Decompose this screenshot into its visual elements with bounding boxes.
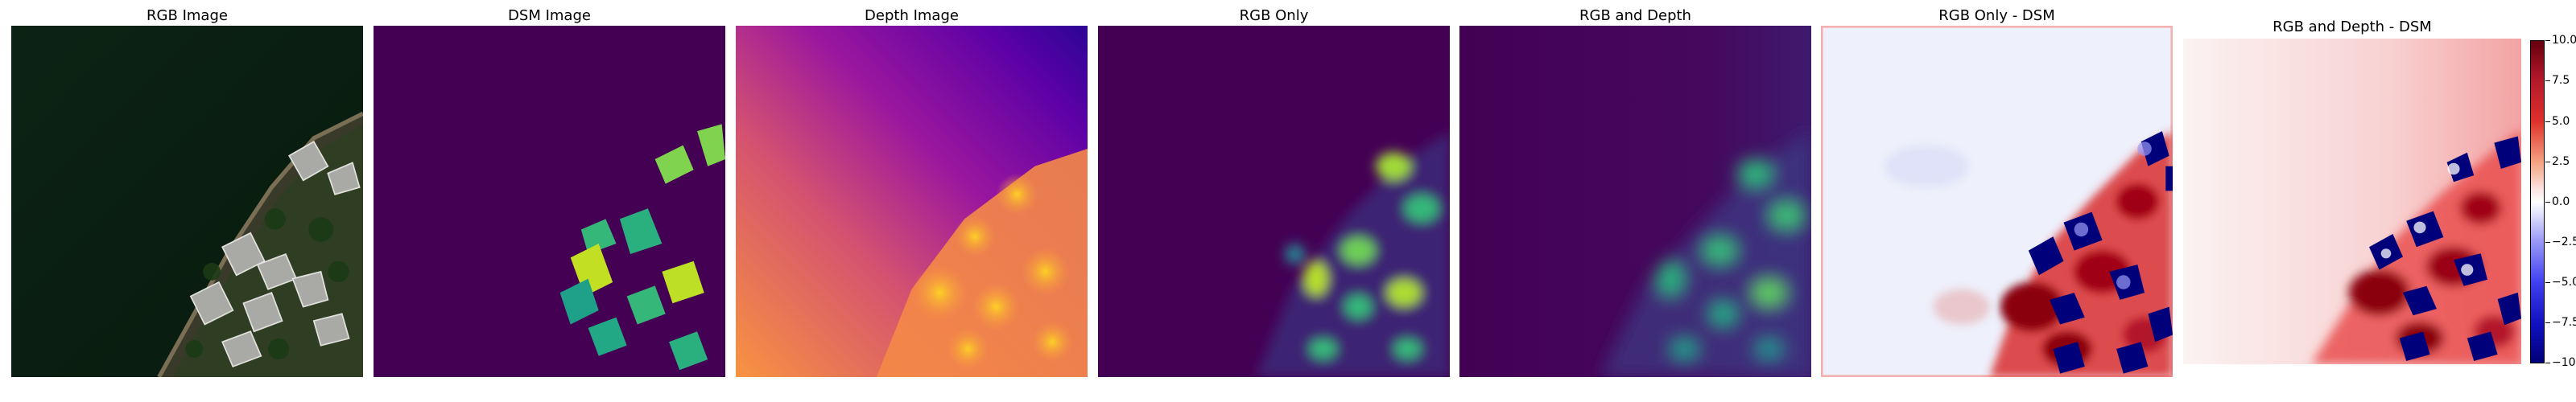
colorbar-tick bbox=[2545, 40, 2550, 41]
depth-image-panel bbox=[736, 26, 1088, 377]
rgb-and-depth-diff-panel bbox=[2183, 39, 2521, 364]
dsm-image-panel bbox=[374, 26, 725, 377]
colorbar-tick-label: 2.5 bbox=[2552, 155, 2570, 168]
colorbar-tick-label: −10.0 bbox=[2552, 356, 2576, 369]
rgb-only-diff-map bbox=[1821, 26, 2173, 377]
colorbar-tick-label: −7.5 bbox=[2552, 316, 2576, 329]
dsm-image bbox=[374, 26, 725, 377]
colorbar-tick-label: 0.0 bbox=[2552, 195, 2570, 208]
colorbar-tick bbox=[2545, 322, 2550, 323]
colorbar-tick-label: 7.5 bbox=[2552, 74, 2570, 87]
rgb-image bbox=[11, 26, 363, 377]
panel-title-rgb-only-diff: RGB Only - DSM bbox=[1938, 7, 2055, 24]
colorbar-tick bbox=[2545, 242, 2550, 243]
colorbar-tick bbox=[2545, 121, 2550, 122]
panel-title-rgb-and-depth-diff: RGB and Depth - DSM bbox=[2273, 18, 2432, 35]
rgb-and-depth-panel bbox=[1459, 26, 1811, 377]
colorbar bbox=[2530, 40, 2545, 363]
colorbar-tick-label: 5.0 bbox=[2552, 115, 2570, 128]
colorbar-tick-label: 10.0 bbox=[2552, 34, 2576, 47]
depth-image bbox=[736, 26, 1088, 377]
panel-title-rgb-only: RGB Only bbox=[1239, 7, 1309, 24]
colorbar-tick-label: −5.0 bbox=[2552, 276, 2576, 289]
panel-title-depth-image: Depth Image bbox=[865, 7, 959, 24]
colorbar-tick bbox=[2545, 80, 2550, 81]
panel-title-rgb-image: RGB Image bbox=[147, 7, 228, 24]
panel-title-dsm-image: DSM Image bbox=[508, 7, 591, 24]
rgb-only-prediction bbox=[1098, 26, 1450, 377]
rgb-image-panel bbox=[11, 26, 363, 377]
colorbar-tick bbox=[2545, 282, 2550, 283]
rgb-only-panel bbox=[1098, 26, 1450, 377]
rgb-and-depth-diff-map bbox=[2183, 39, 2521, 364]
colorbar-tick bbox=[2545, 202, 2550, 203]
colorbar-tick-label: −2.5 bbox=[2552, 236, 2576, 248]
rgb-and-depth-prediction bbox=[1459, 26, 1811, 377]
rgb-only-diff-panel bbox=[1821, 26, 2173, 377]
panel-title-rgb-and-depth: RGB and Depth bbox=[1579, 7, 1691, 24]
